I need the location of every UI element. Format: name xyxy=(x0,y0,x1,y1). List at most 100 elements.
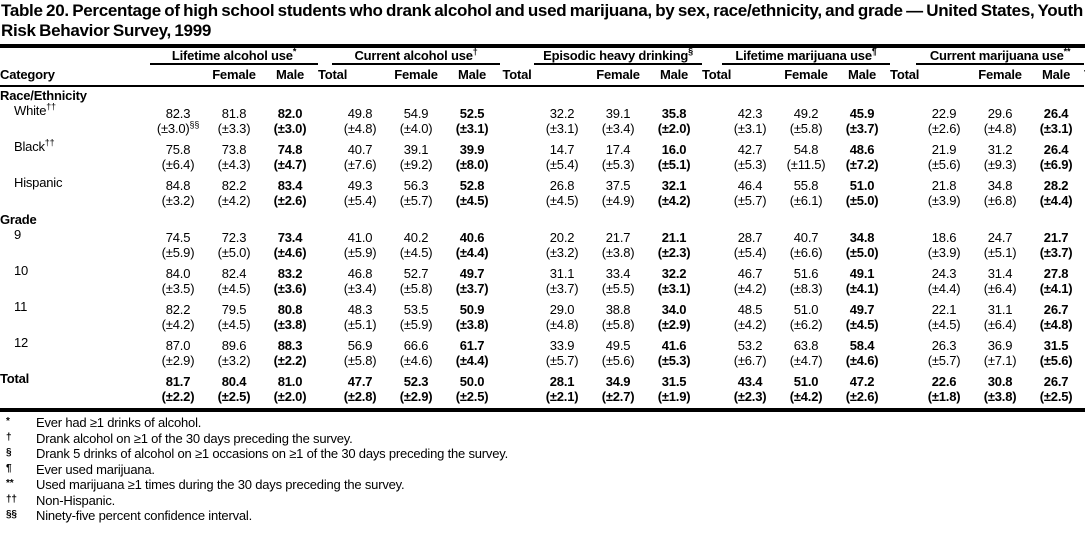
cell-confidence-interval: (±3.1) xyxy=(545,121,579,136)
footnote-marker: ¶ xyxy=(6,462,12,474)
cell-value: 28.7 xyxy=(737,230,763,245)
cell-confidence-interval: (±4.4) xyxy=(927,281,961,296)
column-spacer xyxy=(702,245,722,263)
column-spacer xyxy=(318,281,332,299)
cell-confidence-interval: (±5.5) xyxy=(601,281,635,296)
document-page: Table 20. Percentage of high school stud… xyxy=(0,1,1085,524)
column-spacer xyxy=(500,103,534,121)
cell-value: 50.9 xyxy=(459,302,485,317)
cell-value: 30.8 xyxy=(987,374,1013,389)
footnote-marker: †† xyxy=(46,101,56,112)
column-spacer xyxy=(500,227,534,245)
cell-confidence-interval: (±6.4) xyxy=(983,281,1017,296)
cell-value: 56.9 xyxy=(347,338,373,353)
cell-value: 22.1 xyxy=(931,302,957,317)
column-spacer xyxy=(702,175,722,193)
cell-confidence-interval: (±3.7) xyxy=(545,281,579,296)
cell-confidence-interval: (±4.4) xyxy=(1039,193,1073,208)
cell-confidence-interval: (±2.3) xyxy=(657,245,691,260)
cell-confidence-interval: (±5.4) xyxy=(733,245,767,260)
cell-value: 24.3 xyxy=(931,266,957,281)
cell-confidence-interval: (±4.8) xyxy=(983,121,1017,136)
cell-value: 52.5 xyxy=(459,106,485,121)
cell-confidence-interval: (±2.1) xyxy=(545,389,579,404)
cell-confidence-interval: (±4.5) xyxy=(217,317,251,332)
cell-confidence-interval: (±5.6) xyxy=(927,157,961,172)
footnote-text: Ninety-five percent confidence interval. xyxy=(36,508,253,523)
cell-confidence-interval: (±4.2) xyxy=(217,193,251,208)
cell-confidence-interval: (±8.3) xyxy=(789,281,823,296)
column-spacer xyxy=(500,317,534,335)
cell-confidence-interval: (±5.4) xyxy=(343,193,377,208)
cell-value: 52.3 xyxy=(403,374,429,389)
cell-value: 21.9 xyxy=(931,142,957,157)
cell-confidence-interval: (±4.9) xyxy=(601,193,635,208)
cell-value: 43.4 xyxy=(737,374,763,389)
cell-value: 84.8 xyxy=(165,178,191,193)
cell-value: 52.8 xyxy=(459,178,485,193)
column-spacer xyxy=(318,299,332,317)
cell-value: 80.4 xyxy=(221,374,247,389)
cell-confidence-interval: (±2.2) xyxy=(273,353,307,368)
data-row-values: 12 87.0 89.6 88.3 56.9 66.6 61.7 33.9 49.5 41.6 53… xyxy=(0,335,1084,353)
cell-confidence-interval: (±6.1) xyxy=(789,193,823,208)
group-header-row: Lifetime alcohol use* Current alcohol us… xyxy=(0,47,1085,65)
footnote-text: Ever used marijuana. xyxy=(36,461,155,477)
cell-value: 47.2 xyxy=(849,374,875,389)
data-row-confidence-intervals: (±4.2) (±4.5) (±3.8) (±5.1) (±5.9) (±3.8) (±4.… xyxy=(0,317,1084,335)
cell-value: 81.8 xyxy=(221,106,247,121)
row-label: White†† xyxy=(14,101,56,118)
column-header-total: Total xyxy=(318,64,347,87)
cell-value: 83.2 xyxy=(277,266,303,281)
cell-value: 32.2 xyxy=(549,106,575,121)
footnotes: * Ever had ≥1 drinks of alcohol. † Drank al… xyxy=(0,412,1085,524)
cell-confidence-interval: (±5.1) xyxy=(657,157,691,172)
column-spacer xyxy=(318,371,332,389)
column-spacer xyxy=(722,64,779,87)
cell-value: 84.0 xyxy=(165,266,191,281)
cell-confidence-interval: (±5.9) xyxy=(161,245,195,260)
cell-confidence-interval: (±6.7) xyxy=(733,353,767,368)
cell-confidence-interval: (±3.8) xyxy=(455,317,489,332)
cell-value: 40.7 xyxy=(793,230,819,245)
cell-value: 81.7 xyxy=(165,374,191,389)
column-spacer xyxy=(500,335,534,353)
cell-confidence-interval: (±2.6) xyxy=(927,121,961,136)
cell-value: 82.2 xyxy=(165,302,191,317)
cell-confidence-interval: (±2.9) xyxy=(657,317,691,332)
cell-value: 88.3 xyxy=(277,338,303,353)
cell-confidence-interval: (±5.7) xyxy=(399,193,433,208)
cell-confidence-interval: (±3.7) xyxy=(845,121,879,136)
cell-value: 26.8 xyxy=(549,178,575,193)
column-spacer xyxy=(500,193,534,211)
cell-value: 75.8 xyxy=(165,142,191,157)
cell-confidence-interval: (±2.9) xyxy=(399,389,433,404)
cell-value: 63.8 xyxy=(793,338,819,353)
column-spacer xyxy=(500,389,534,407)
data-row-confidence-intervals: (±2.9) (±3.2) (±2.2) (±5.8) (±4.6) (±4.4) (±5.… xyxy=(0,353,1084,371)
column-spacer xyxy=(890,121,916,139)
cell-value: 54.8 xyxy=(793,142,819,157)
cell-confidence-interval: (±5.7) xyxy=(733,193,767,208)
column-spacer xyxy=(318,317,332,335)
cell-confidence-interval: (±6.2) xyxy=(789,317,823,332)
column-header-total: Total xyxy=(702,64,731,87)
cell-value: 32.1 xyxy=(661,178,687,193)
column-spacer xyxy=(318,121,332,139)
column-spacer xyxy=(702,371,722,389)
row-label: 10 xyxy=(14,263,29,278)
cell-confidence-interval: (±3.4) xyxy=(343,281,377,296)
cell-value: 72.3 xyxy=(221,230,247,245)
section-label: Grade xyxy=(0,211,37,227)
cell-confidence-interval: (±5.7) xyxy=(927,353,961,368)
cell-value: 22.9 xyxy=(931,106,957,121)
column-spacer xyxy=(500,353,534,371)
column-spacer xyxy=(500,139,534,157)
cell-value: 26.4 xyxy=(1043,142,1069,157)
column-header-male: Male xyxy=(1028,64,1085,87)
cell-value: 49.8 xyxy=(347,106,373,121)
cell-confidence-interval: (±3.1) xyxy=(1039,121,1073,136)
column-header-female: Female xyxy=(972,64,1029,87)
cell-value: 52.7 xyxy=(403,266,429,281)
cell-confidence-interval: (±2.5) xyxy=(217,389,251,404)
